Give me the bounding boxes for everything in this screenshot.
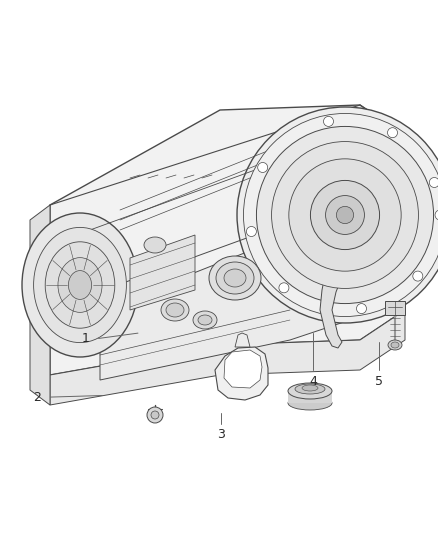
Ellipse shape <box>166 303 184 317</box>
Circle shape <box>429 177 438 188</box>
Polygon shape <box>320 268 342 348</box>
Polygon shape <box>100 235 350 380</box>
Circle shape <box>237 107 438 323</box>
Circle shape <box>357 304 367 313</box>
Polygon shape <box>50 105 405 375</box>
Circle shape <box>435 210 438 220</box>
Text: 1: 1 <box>81 332 89 345</box>
Circle shape <box>388 128 398 138</box>
Circle shape <box>256 126 434 304</box>
Ellipse shape <box>45 242 115 328</box>
Polygon shape <box>215 347 268 400</box>
Circle shape <box>147 407 163 423</box>
Circle shape <box>324 116 333 126</box>
Circle shape <box>289 159 401 271</box>
Polygon shape <box>235 333 250 347</box>
Circle shape <box>279 283 289 293</box>
Ellipse shape <box>22 213 138 357</box>
Polygon shape <box>50 310 405 405</box>
Ellipse shape <box>161 299 189 321</box>
Ellipse shape <box>388 340 402 350</box>
Ellipse shape <box>288 383 332 399</box>
Ellipse shape <box>58 257 102 312</box>
Circle shape <box>413 271 423 281</box>
Polygon shape <box>288 391 332 403</box>
Text: 4: 4 <box>309 375 317 387</box>
Ellipse shape <box>288 396 332 410</box>
Circle shape <box>151 411 159 419</box>
Circle shape <box>272 142 418 288</box>
Ellipse shape <box>216 262 254 294</box>
Ellipse shape <box>224 269 246 287</box>
Circle shape <box>336 206 353 224</box>
Circle shape <box>311 181 380 249</box>
Ellipse shape <box>209 256 261 300</box>
Ellipse shape <box>144 237 166 253</box>
Polygon shape <box>224 350 262 388</box>
Ellipse shape <box>391 342 399 348</box>
Text: 2: 2 <box>33 391 41 403</box>
Ellipse shape <box>302 385 318 391</box>
Circle shape <box>258 163 268 173</box>
Ellipse shape <box>68 271 92 300</box>
Ellipse shape <box>198 315 212 325</box>
Circle shape <box>244 114 438 317</box>
Polygon shape <box>130 235 195 310</box>
Circle shape <box>325 196 364 235</box>
Ellipse shape <box>34 228 127 343</box>
Text: 3: 3 <box>217 428 225 441</box>
Text: 5: 5 <box>375 375 383 387</box>
Ellipse shape <box>295 384 325 394</box>
Circle shape <box>247 227 256 237</box>
Polygon shape <box>30 205 50 405</box>
FancyBboxPatch shape <box>385 301 405 315</box>
Ellipse shape <box>193 311 217 329</box>
